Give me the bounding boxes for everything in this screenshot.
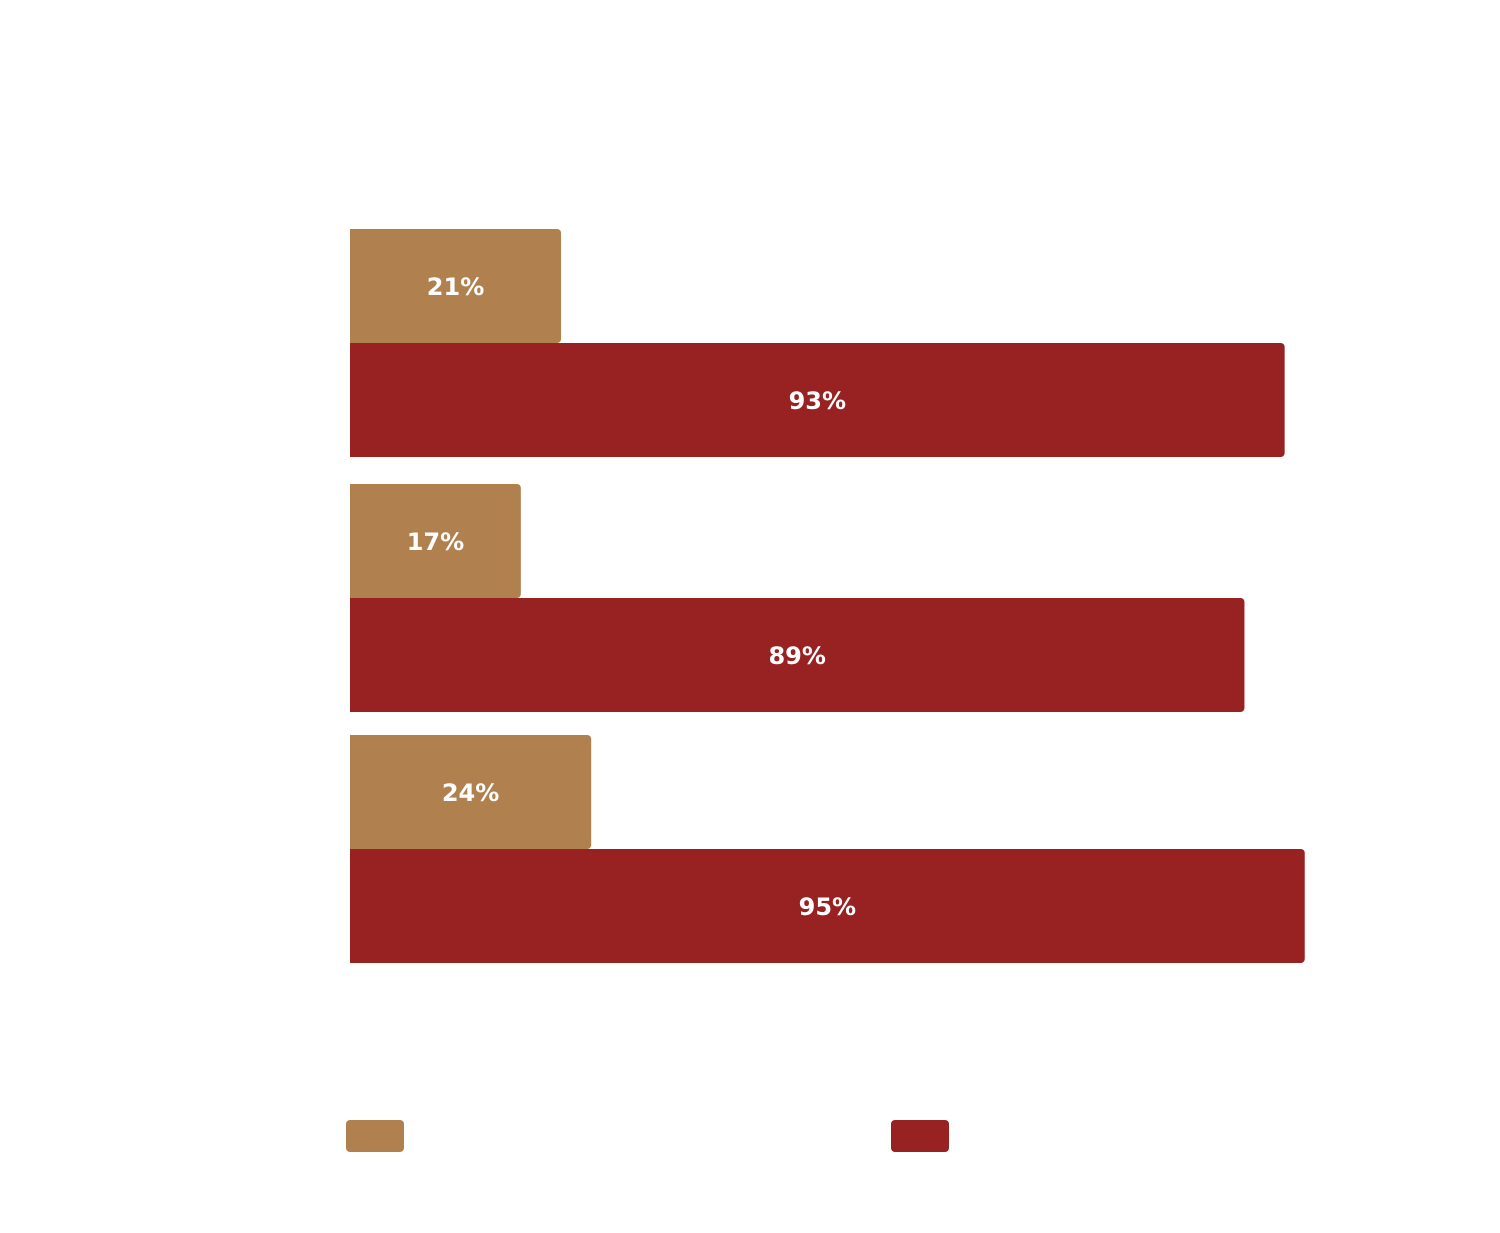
bar	[346, 229, 562, 343]
axis-mask	[344, 200, 350, 980]
value-label: 93%	[789, 387, 846, 415]
bar	[346, 484, 521, 598]
bar	[346, 849, 1305, 963]
bar	[346, 735, 592, 849]
legend-swatch	[891, 1120, 949, 1152]
value-label: 24%	[442, 779, 499, 807]
legend-swatch	[346, 1120, 404, 1152]
value-label: 89%	[768, 642, 825, 670]
bar	[346, 343, 1285, 457]
bar	[346, 598, 1245, 712]
value-label: 17%	[407, 528, 464, 556]
value-label: 21%	[427, 273, 484, 301]
value-label: 95%	[799, 893, 856, 921]
